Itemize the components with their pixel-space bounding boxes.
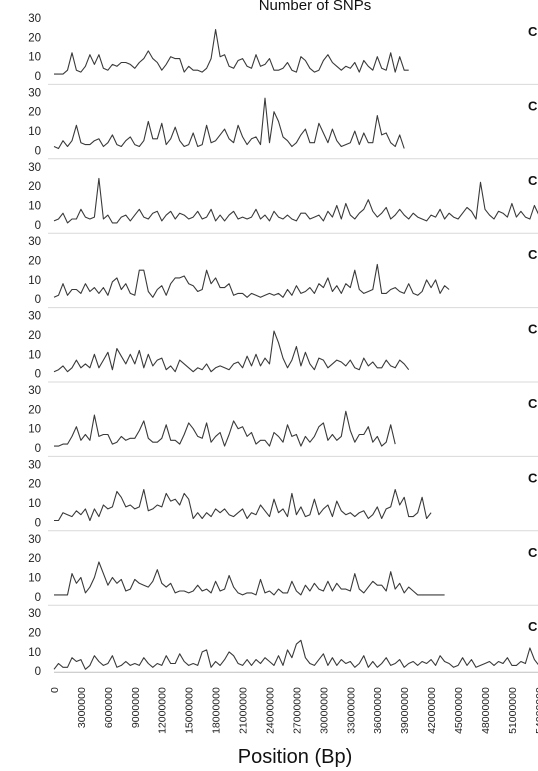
snp-series-line xyxy=(53,97,405,150)
panel-label: C xyxy=(528,470,538,485)
panel-6: 0 10 20 30 C xyxy=(28,381,538,455)
panel-9: 0 10 20 30 C xyxy=(28,604,538,678)
y-tick-label: 30 xyxy=(28,385,41,397)
panel-label: C xyxy=(528,322,538,337)
y-tick-label: 10 xyxy=(28,647,41,659)
panel-2: 0 10 20 30 C xyxy=(28,83,538,157)
y-tick-label: 20 xyxy=(28,32,41,44)
y-tick-label: 10 xyxy=(28,498,41,510)
x-tick-label: 39000000 xyxy=(399,687,411,734)
panels-group: 0 10 20 30 C 0 10 20 30 C 0 10 20 30 C 0 10 20 30 C 0 10 20 30 C… xyxy=(28,13,538,678)
y-tick-label: 20 xyxy=(28,181,41,193)
y-tick-label: 30 xyxy=(28,608,41,620)
y-tick-label: 20 xyxy=(28,404,41,416)
x-tick-label: 48000000 xyxy=(480,687,492,734)
x-tick-label: 21000000 xyxy=(238,687,250,734)
y-tick-label: 10 xyxy=(28,275,41,287)
panel-label: C xyxy=(528,545,538,560)
x-tick-label: 9000000 xyxy=(130,687,142,728)
snp-series-line xyxy=(54,410,396,447)
y-tick-label: 10 xyxy=(28,52,41,64)
snp-series-line xyxy=(54,29,409,75)
x-tick-label: 45000000 xyxy=(453,687,465,734)
y-tick-label: 20 xyxy=(28,628,41,640)
x-tick-label: 12000000 xyxy=(157,687,169,734)
y-tick-label: 10 xyxy=(28,424,41,436)
y-tick-label: 0 xyxy=(35,71,41,83)
panel-4: 0 10 20 30 C xyxy=(28,232,538,306)
y-tick-label: 10 xyxy=(28,349,41,361)
y-tick-label: 0 xyxy=(35,517,41,529)
y-tick-label: 0 xyxy=(35,592,41,604)
y-tick-label: 20 xyxy=(28,107,41,119)
y-tick-label: 10 xyxy=(28,126,41,138)
y-tick-label: 30 xyxy=(28,311,41,323)
panel-7: 0 10 20 30 C xyxy=(28,455,538,529)
panel-label: C xyxy=(528,24,538,39)
snp-series-line xyxy=(54,488,432,522)
snp-series-line xyxy=(53,639,538,670)
x-tick-label: 3000000 xyxy=(76,687,88,728)
panel-label: C xyxy=(528,173,538,188)
y-tick-label: 0 xyxy=(35,443,41,455)
figure-top-title: Number of SNPs xyxy=(259,0,372,14)
y-tick-label: 20 xyxy=(28,553,41,565)
y-tick-label: 0 xyxy=(35,369,41,381)
panel-label: C xyxy=(528,247,538,262)
y-tick-label: 30 xyxy=(28,162,41,174)
x-axis: 0 3000000 6000000 9000000 12000000 15000000 18… xyxy=(49,671,538,734)
x-tick-label: 36000000 xyxy=(372,687,384,734)
panel-1: 0 10 20 30 C xyxy=(28,13,538,83)
y-tick-label: 20 xyxy=(28,479,41,491)
y-tick-label: 30 xyxy=(28,236,41,248)
x-tick-label: 0 xyxy=(49,687,61,693)
snp-series-line xyxy=(53,177,538,224)
panel-label: C xyxy=(528,396,538,411)
x-tick-label: 24000000 xyxy=(265,687,277,734)
snp-series-line xyxy=(53,263,450,298)
y-tick-label: 0 xyxy=(35,294,41,306)
x-tick-label: 33000000 xyxy=(345,687,357,734)
snp-series-line xyxy=(54,561,445,596)
panel-3: 0 10 20 30 C xyxy=(28,158,538,232)
y-tick-label: 30 xyxy=(28,87,41,99)
x-tick-label: 30000000 xyxy=(318,687,330,734)
panel-5: 0 10 20 30 C xyxy=(28,307,538,381)
y-tick-label: 0 xyxy=(35,666,41,678)
x-tick-label: 27000000 xyxy=(291,687,303,734)
x-axis-title: Position (Bp) xyxy=(238,746,353,768)
y-tick-label: 30 xyxy=(28,534,41,546)
y-tick-label: 0 xyxy=(35,145,41,157)
snp-series-line xyxy=(53,330,410,373)
panel-label: C xyxy=(528,619,538,634)
x-tick-label: 6000000 xyxy=(103,687,115,728)
x-tick-label: 42000000 xyxy=(426,687,438,734)
y-tick-label: 20 xyxy=(28,256,41,268)
panel-label: C xyxy=(528,98,538,113)
y-tick-label: 10 xyxy=(28,572,41,584)
y-tick-label: 0 xyxy=(35,220,41,232)
y-tick-label: 30 xyxy=(28,459,41,471)
y-tick-label: 30 xyxy=(28,13,41,25)
x-tick-label: 18000000 xyxy=(211,687,223,734)
x-tick-label: 54000000 xyxy=(534,687,538,734)
y-tick-label: 20 xyxy=(28,330,41,342)
panel-8: 0 10 20 30 C xyxy=(28,530,538,604)
x-tick-label: 51000000 xyxy=(507,687,519,734)
y-tick-label: 10 xyxy=(28,200,41,212)
x-tick-label: 15000000 xyxy=(184,687,196,734)
